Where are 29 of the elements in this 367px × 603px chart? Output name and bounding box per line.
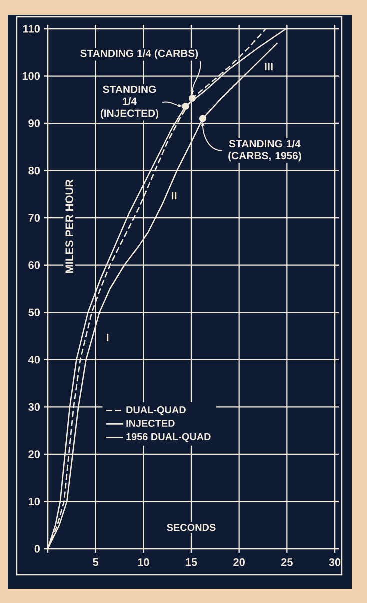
y-tick-label: 10 [28, 498, 40, 506]
annotation: I [107, 334, 109, 342]
y-tick-label: 80 [28, 166, 40, 175]
y-tick-label: 60 [28, 261, 40, 270]
legend-label: DUAL-QUAD [126, 406, 186, 416]
y-tick-label: 0 [34, 545, 40, 553]
y-tick-label: 70 [28, 214, 40, 222]
y-tick-label: 20 [28, 450, 40, 458]
x-tick-label: 25 [281, 558, 293, 566]
y-tick-label: 50 [28, 308, 40, 317]
y-tick-label: 100 [22, 72, 40, 80]
annotation: III [265, 63, 273, 71]
x-axis-title: SECONDS [167, 524, 216, 532]
x-tick-label: 15 [186, 558, 198, 566]
x-tick-label: 5 [93, 558, 99, 566]
x-tick-label: 10 [138, 558, 150, 566]
y-tick-label: 90 [28, 120, 40, 128]
legend-label: INJECTED [126, 420, 175, 428]
legend-label: 1956 DUAL-QUAD [126, 433, 211, 442]
y-tick-label: 30 [28, 403, 40, 412]
y-axis-title: MILES PER HOUR [66, 180, 74, 274]
annotation: STANDING 1/4 (CARBS, 1956) [228, 140, 302, 162]
y-tick-label: 40 [28, 356, 40, 364]
annotation: STANDING 1/4 (INJECTED) [100, 86, 159, 120]
x-tick-label: 30 [329, 558, 341, 566]
annotation: II [172, 192, 177, 200]
annotation: STANDING 1/4 (CARBS) [80, 50, 198, 60]
y-tick-label: 110 [23, 25, 40, 33]
x-tick-label: 20 [234, 558, 245, 566]
